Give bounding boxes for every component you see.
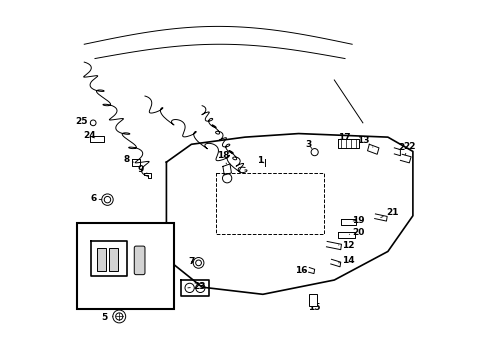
- Text: 1: 1: [257, 156, 264, 165]
- Text: 15: 15: [308, 303, 321, 312]
- Text: 11: 11: [137, 234, 149, 243]
- Text: 6: 6: [90, 194, 102, 203]
- Text: 12: 12: [339, 240, 354, 249]
- Text: 19: 19: [352, 216, 365, 225]
- Text: 8: 8: [123, 155, 134, 164]
- FancyBboxPatch shape: [77, 223, 173, 309]
- Text: 20: 20: [349, 228, 365, 237]
- Text: 7: 7: [188, 257, 195, 266]
- Text: 2: 2: [398, 143, 405, 152]
- Text: 13: 13: [357, 136, 373, 147]
- Text: 5: 5: [101, 313, 113, 322]
- Text: 22: 22: [403, 141, 416, 155]
- Bar: [109, 248, 118, 271]
- Text: 21: 21: [381, 208, 398, 217]
- Text: 3: 3: [305, 140, 312, 149]
- Text: 14: 14: [339, 256, 355, 265]
- Text: 23: 23: [188, 282, 205, 291]
- Text: 25: 25: [75, 117, 91, 126]
- Text: 24: 24: [83, 131, 96, 140]
- Text: 10: 10: [111, 228, 123, 237]
- Text: 17: 17: [338, 132, 351, 141]
- Bar: [97, 248, 106, 271]
- Text: 18: 18: [218, 151, 230, 164]
- FancyBboxPatch shape: [134, 246, 145, 275]
- Text: 9: 9: [138, 166, 148, 175]
- Text: 16: 16: [295, 266, 308, 275]
- Text: 4: 4: [82, 222, 94, 231]
- Bar: [309, 294, 317, 306]
